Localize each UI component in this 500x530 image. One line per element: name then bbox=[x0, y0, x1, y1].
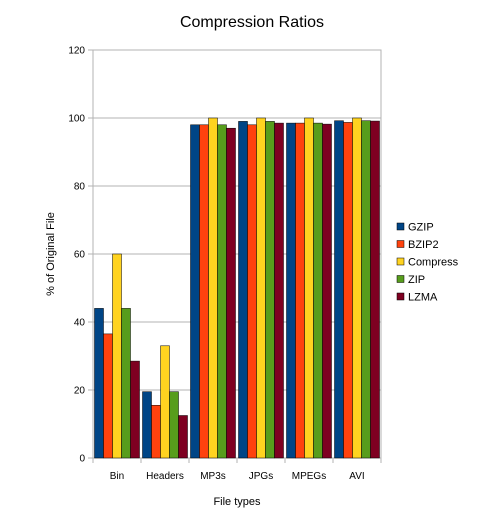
bar-lzma-mpegs bbox=[322, 123, 332, 459]
legend-swatch-gzip bbox=[396, 222, 405, 231]
bar-lzma-mp3s bbox=[226, 127, 236, 459]
tick-labels: 0 20 40 60 80 100 120 Bin Headers MP3s JPGs MPEGs AV… bbox=[68, 46, 364, 483]
legend-label-zip: ZIP bbox=[408, 274, 425, 286]
bar-zip-headers bbox=[169, 391, 179, 459]
bar-lzma-jpgs bbox=[274, 122, 284, 459]
y-tick-label: 120 bbox=[68, 46, 85, 57]
plot-area bbox=[92, 49, 382, 459]
bar-gzip-mpegs bbox=[286, 122, 296, 459]
y-axis-label: % of Original File bbox=[45, 212, 57, 296]
bar-bzip2-avi bbox=[343, 122, 353, 459]
bar-bzip2-jpgs bbox=[247, 124, 257, 459]
x-axis-label: File types bbox=[213, 496, 261, 508]
legend-swatch-bzip2 bbox=[396, 240, 405, 248]
x-tick-label: Bin bbox=[110, 471, 124, 482]
bar-bzip2-headers bbox=[151, 405, 161, 459]
bar-lzma-avi bbox=[370, 120, 380, 459]
bar-zip-mp3s bbox=[217, 124, 227, 459]
y-tick-label: 100 bbox=[68, 114, 85, 125]
bar-compress-avi bbox=[352, 117, 362, 459]
legend: GZIP BZIP2 Compress ZIP LZMA bbox=[396, 222, 459, 304]
y-tick-label: 40 bbox=[74, 318, 86, 329]
bar-lzma-bin bbox=[130, 360, 140, 459]
bar-gzip-avi bbox=[334, 120, 344, 459]
legend-label-bzip2: BZIP2 bbox=[408, 239, 439, 251]
bar-gzip-mp3s bbox=[190, 124, 200, 459]
bar-lzma-headers bbox=[178, 415, 188, 459]
y-tick-label: 80 bbox=[74, 182, 86, 193]
bar-compress-jpgs bbox=[256, 117, 266, 459]
bar-gzip-headers bbox=[142, 391, 152, 459]
bar-zip-jpgs bbox=[265, 121, 275, 459]
x-tick-label: Headers bbox=[146, 471, 184, 482]
legend-label-lzma: LZMA bbox=[408, 292, 438, 304]
bars bbox=[94, 117, 380, 459]
bar-bzip2-mpegs bbox=[295, 122, 305, 459]
bar-bzip2-bin bbox=[103, 333, 113, 459]
bar-compress-bin bbox=[112, 253, 122, 459]
bar-compress-headers bbox=[160, 345, 170, 459]
y-tick-label: 20 bbox=[74, 386, 86, 397]
x-tick-label: MPEGs bbox=[292, 471, 326, 482]
bar-zip-bin bbox=[121, 308, 131, 459]
bar-zip-mpegs bbox=[313, 122, 323, 459]
legend-swatch-lzma bbox=[396, 292, 405, 301]
x-tick-label: MP3s bbox=[200, 471, 226, 482]
bar-compress-mp3s bbox=[208, 117, 218, 459]
legend-swatch-compress bbox=[396, 257, 405, 266]
legend-label-gzip: GZIP bbox=[408, 222, 434, 234]
bar-compress-mpegs bbox=[304, 117, 314, 459]
legend-label-compress: Compress bbox=[408, 257, 459, 269]
x-tick-label: AVI bbox=[349, 471, 364, 482]
x-tick-label: JPGs bbox=[249, 471, 273, 482]
y-tick-label: 60 bbox=[74, 250, 86, 261]
bar-gzip-jpgs bbox=[238, 121, 248, 459]
bar-zip-avi bbox=[361, 120, 371, 459]
y-tick-label: 0 bbox=[79, 454, 85, 465]
chart-title: Compression Ratios bbox=[180, 14, 324, 31]
legend-swatch-zip bbox=[396, 275, 405, 283]
bar-bzip2-mp3s bbox=[199, 124, 209, 459]
bar-gzip-bin bbox=[94, 308, 104, 459]
